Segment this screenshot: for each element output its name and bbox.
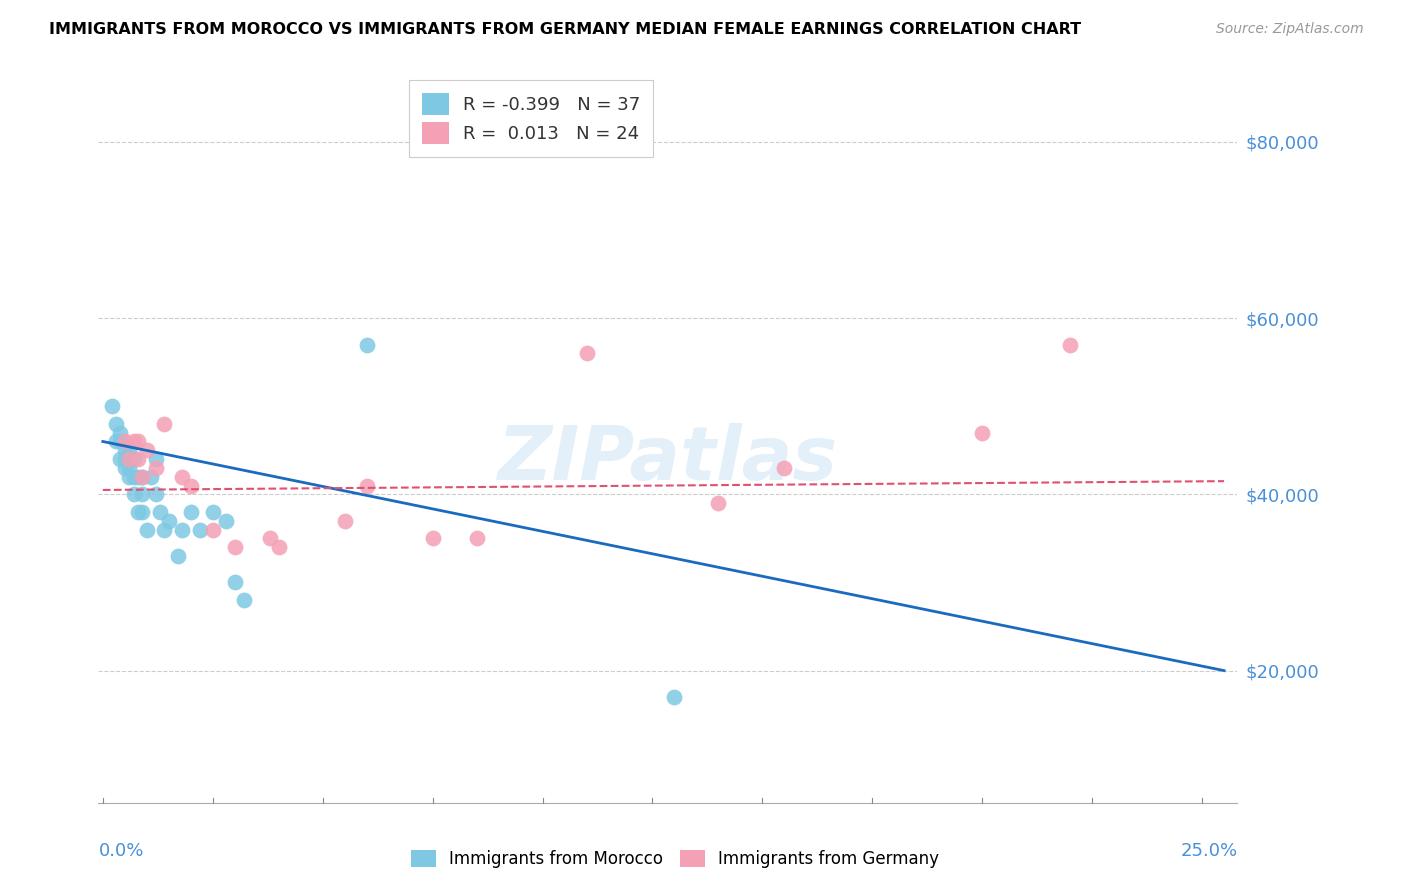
Point [131,469,153,483]
Point [122,452,145,467]
Text: ZIPatlas: ZIPatlas [498,423,838,496]
Point [201,523,224,537]
Point [100,399,122,413]
Point [105,417,128,431]
Point [422,532,444,546]
Point [110,452,132,467]
Point [153,417,176,431]
Point [149,505,172,519]
Point [170,523,193,537]
Point [575,346,598,360]
Point [333,514,356,528]
Point [114,434,136,449]
Point [224,540,246,554]
Point [972,425,994,440]
Point [1059,337,1081,351]
Point [135,443,157,458]
Point [188,523,211,537]
Point [127,434,149,449]
Point [122,487,145,501]
Point [127,452,149,467]
Point [773,461,796,475]
Point [259,532,281,546]
Point [465,532,488,546]
Legend: Immigrants from Morocco, Immigrants from Germany: Immigrants from Morocco, Immigrants from… [404,843,946,875]
Point [122,469,145,483]
Point [127,505,149,519]
Point [707,496,730,510]
Point [145,487,167,501]
Point [110,434,132,449]
Text: 25.0%: 25.0% [1180,842,1237,860]
Point [356,337,378,351]
Point [153,523,176,537]
Point [215,514,238,528]
Text: 0.0%: 0.0% [98,842,143,860]
Point [114,452,136,467]
Legend: R = -0.399   N = 37, R =  0.013   N = 24: R = -0.399 N = 37, R = 0.013 N = 24 [409,80,654,157]
Text: Source: ZipAtlas.com: Source: ZipAtlas.com [1216,22,1364,37]
Text: IMMIGRANTS FROM MOROCCO VS IMMIGRANTS FROM GERMANY MEDIAN FEMALE EARNINGS CORREL: IMMIGRANTS FROM MOROCCO VS IMMIGRANTS FR… [49,22,1081,37]
Point [131,505,153,519]
Point [114,461,136,475]
Point [180,478,202,492]
Point [356,478,378,492]
Point [131,487,153,501]
Point [118,452,141,467]
Point [127,469,149,483]
Point [166,549,188,563]
Point [131,469,153,483]
Point [118,469,141,483]
Point [267,540,290,554]
Point [110,425,132,440]
Point [224,575,246,590]
Point [105,434,128,449]
Point [157,514,180,528]
Point [141,469,163,483]
Point [118,461,141,475]
Point [118,443,141,458]
Point [664,690,686,704]
Point [114,443,136,458]
Point [135,523,157,537]
Point [232,593,254,607]
Point [122,434,145,449]
Point [170,469,193,483]
Point [180,505,202,519]
Point [145,452,167,467]
Point [201,505,224,519]
Point [145,461,167,475]
